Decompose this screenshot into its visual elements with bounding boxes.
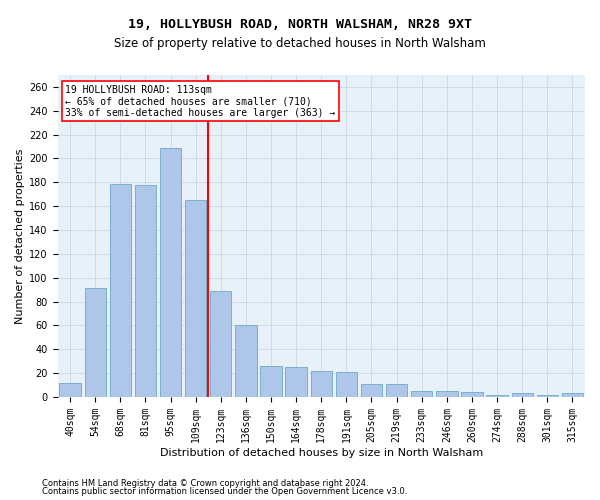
Bar: [286, 367, 307, 397]
Bar: [235, 326, 257, 397]
Bar: [85, 288, 106, 397]
Text: 19, HOLLYBUSH ROAD, NORTH WALSHAM, NR28 9XT: 19, HOLLYBUSH ROAD, NORTH WALSHAM, NR28 …: [128, 18, 472, 30]
Bar: [260, 366, 281, 397]
Bar: [59, 382, 81, 397]
Text: Contains HM Land Registry data © Crown copyright and database right 2024.: Contains HM Land Registry data © Crown c…: [42, 478, 368, 488]
Bar: [536, 394, 558, 397]
Bar: [512, 394, 533, 397]
Bar: [311, 370, 332, 397]
Bar: [386, 384, 407, 397]
Text: 19 HOLLYBUSH ROAD: 113sqm
← 65% of detached houses are smaller (710)
33% of semi: 19 HOLLYBUSH ROAD: 113sqm ← 65% of detac…: [65, 84, 335, 118]
Bar: [160, 148, 181, 397]
X-axis label: Distribution of detached houses by size in North Walsham: Distribution of detached houses by size …: [160, 448, 483, 458]
Bar: [135, 184, 156, 397]
Text: Contains public sector information licensed under the Open Government Licence v3: Contains public sector information licen…: [42, 487, 407, 496]
Bar: [461, 392, 482, 397]
Bar: [210, 291, 232, 397]
Bar: [110, 184, 131, 397]
Text: Size of property relative to detached houses in North Walsham: Size of property relative to detached ho…: [114, 38, 486, 51]
Bar: [336, 372, 357, 397]
Bar: [185, 200, 206, 397]
Y-axis label: Number of detached properties: Number of detached properties: [15, 148, 25, 324]
Bar: [411, 391, 433, 397]
Bar: [562, 394, 583, 397]
Bar: [487, 394, 508, 397]
Bar: [436, 391, 458, 397]
Bar: [361, 384, 382, 397]
